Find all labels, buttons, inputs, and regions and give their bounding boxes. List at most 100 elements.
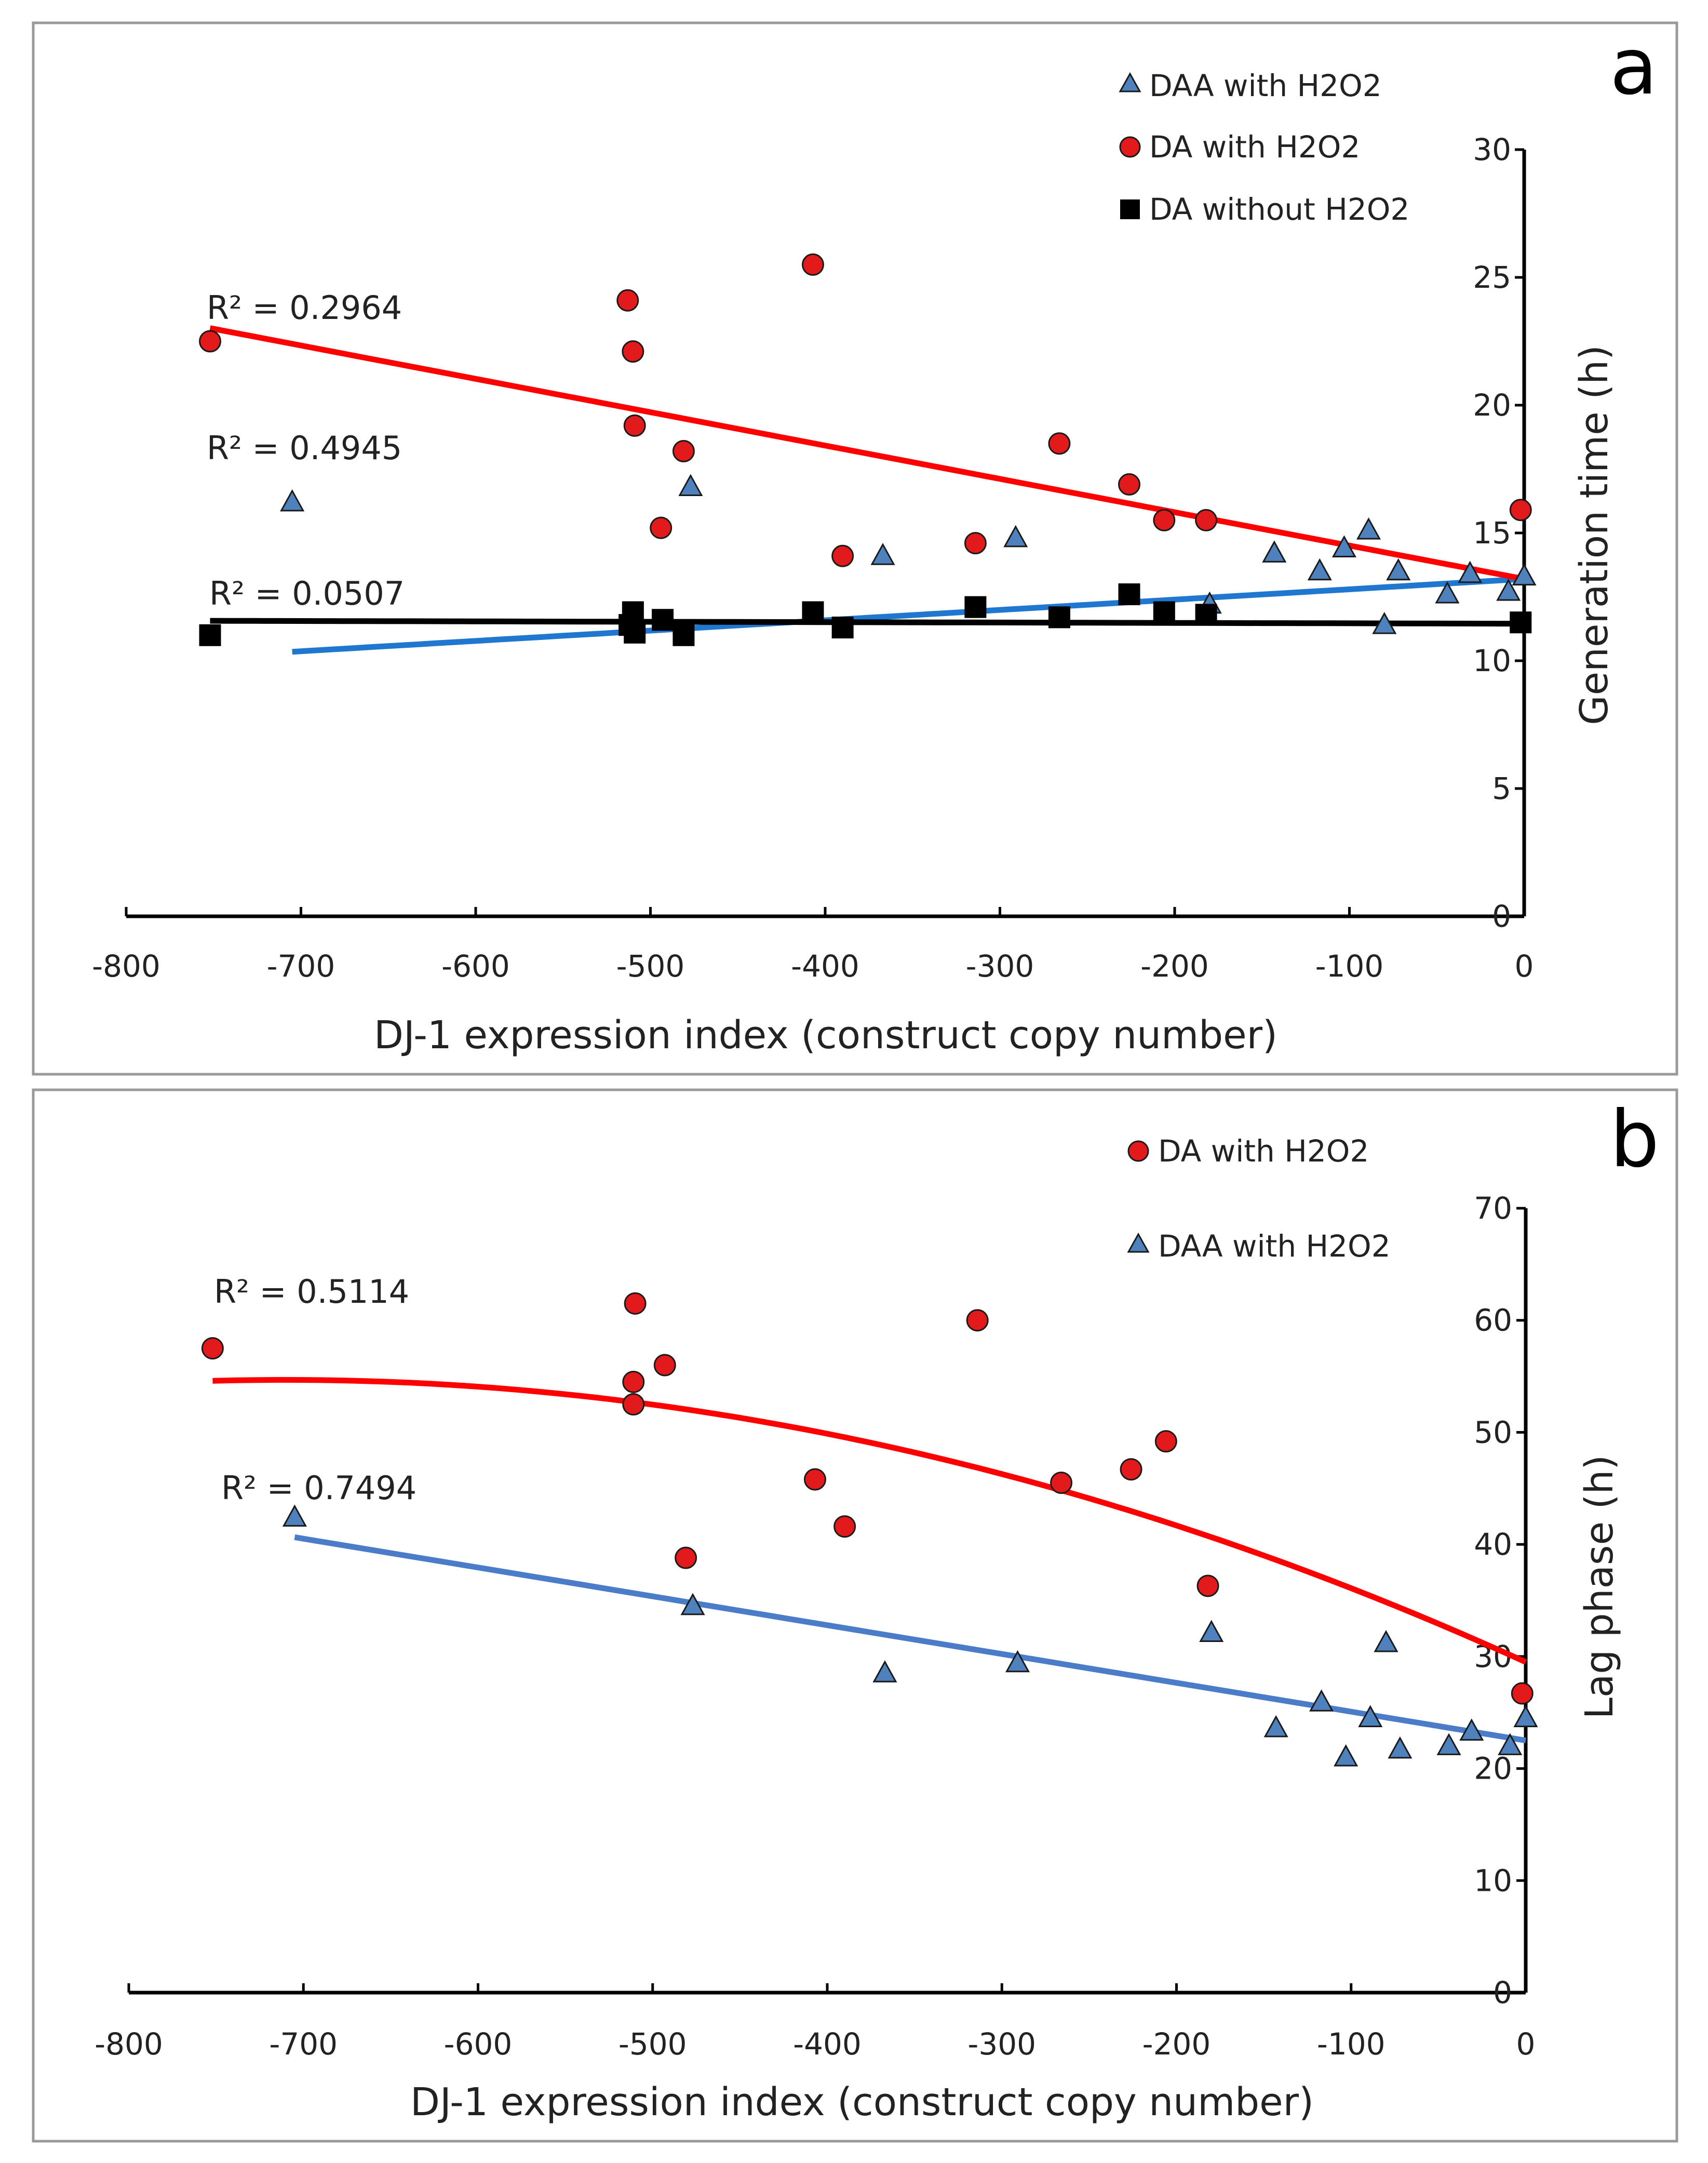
panel-b-y-tick-label: 40 — [1474, 1527, 1512, 1562]
panel-a-point-da — [623, 414, 646, 437]
panel-b-point-da — [1154, 1430, 1177, 1453]
panel-b-frame — [32, 1088, 1678, 2143]
panel-a-x-tick-label: 0 — [1515, 949, 1534, 984]
panel-a-point-da — [801, 253, 824, 276]
panel-b-r2-da: R² = 0.5114 — [214, 1273, 409, 1311]
panel-b-y-tick-label: 10 — [1474, 1863, 1512, 1898]
panel-a-x-tick-label: -700 — [267, 949, 335, 984]
panel-a-r2-da: R² = 0.2964 — [207, 289, 402, 327]
panel-b-y-tick-label: 50 — [1474, 1414, 1512, 1450]
panel-b-letter: b — [1610, 1094, 1659, 1185]
panel-b-y-axis-title: Lag phase (h) — [1577, 1455, 1622, 1719]
panel-a-legend-da-label: DA with H2O2 — [1149, 129, 1360, 165]
panel-a-y-tick-label: 30 — [1473, 132, 1511, 167]
panel-b-legend-daa-label: DAA with H2O2 — [1158, 1229, 1391, 1264]
panel-a-y-tick-label: 5 — [1492, 771, 1511, 806]
panel-b-point-da — [803, 1468, 826, 1491]
panel-b-point-da — [622, 1370, 645, 1393]
panel-a-plot: -800 -700 -600 -500 -400 -300 -200 -100 0 0 5 10 15… — [92, 68, 1617, 1058]
panel-b-legend-da-label: DA with H2O2 — [1158, 1133, 1369, 1169]
panel-b-point-daa — [872, 1660, 897, 1683]
panel-a-point-da — [1509, 499, 1532, 522]
panel-b-y-tick-label: 60 — [1474, 1303, 1512, 1338]
panel-a-y-tick-label: 25 — [1473, 260, 1511, 295]
panel-b-point-da — [966, 1309, 989, 1332]
panel-a-point-dawo — [1118, 583, 1140, 606]
panel-a-letter: a — [1610, 22, 1658, 112]
panel-b-point-da — [833, 1515, 856, 1538]
panel-b-point-daa — [680, 1593, 705, 1615]
panel-b-point-daa — [1358, 1705, 1383, 1727]
panel-a-point-da — [1118, 473, 1141, 496]
panel-b-legend-da-marker — [1127, 1140, 1149, 1162]
panel-a-point-dawo — [1510, 611, 1532, 634]
panel-b-point-daa — [1334, 1744, 1359, 1767]
panel-a-point-dawo — [964, 596, 987, 618]
panel-b-point-daa — [1263, 1715, 1288, 1738]
panel-a-legend: DAA with H2O2 DA with H2O2 DA without H2… — [1119, 68, 1409, 227]
panel-b-point-daa — [1498, 1733, 1523, 1755]
panel-a-x-tick-label: -100 — [1315, 949, 1384, 984]
panel-a-point-da — [650, 516, 673, 539]
panel-a-point-da — [616, 289, 639, 312]
panel-a-point-dawo — [622, 601, 644, 623]
panel-b-x-axis-title: DJ-1 expression index (construct copy nu… — [410, 2080, 1314, 2125]
panel-a-point-daa — [1003, 525, 1028, 548]
panel-a-legend-dawo-marker — [1120, 199, 1140, 219]
panel-a-point-dawo — [199, 624, 221, 646]
panel-b-y-tick-label: 0 — [1493, 1975, 1512, 2010]
panel-a-point-da — [622, 340, 644, 363]
panel-b-point-daa — [1374, 1630, 1398, 1652]
panel-a-legend-da-marker — [1119, 136, 1141, 158]
panel-a-point-dawo — [624, 621, 646, 644]
panel-b-point-da — [1120, 1458, 1142, 1481]
panel-a-point-daa — [1372, 612, 1397, 634]
panel-a-x-tick-label: -600 — [441, 949, 510, 984]
panel-a-point-dawo — [652, 609, 674, 631]
panel-b-legend-daa-marker — [1127, 1232, 1150, 1253]
panel-b-legend: DA with H2O2 DAA with H2O2 — [1127, 1133, 1391, 1264]
panel-a-legend-daa-marker — [1119, 72, 1141, 92]
panel-b-point-da — [201, 1337, 224, 1360]
panel-a-point-dawo — [1195, 604, 1217, 626]
panel-a-point-daa — [1307, 558, 1332, 581]
panel-a-legend-daa-label: DAA with H2O2 — [1149, 68, 1382, 103]
panel-a-point-daa — [1496, 579, 1521, 601]
panel-a-x-tick-label: -300 — [966, 949, 1034, 984]
panel-a-y-tick-label: 10 — [1473, 643, 1511, 678]
panel-a-point-dawo — [802, 601, 824, 623]
panel-a-point-da — [1153, 509, 1176, 531]
panel-a-point-dawo — [1048, 606, 1070, 629]
panel-b-x-tick-label: -700 — [269, 2026, 338, 2062]
panel-a-point-daa — [1262, 540, 1287, 563]
panel-b-point-da — [675, 1546, 697, 1569]
panel-a-point-dawo — [831, 617, 854, 639]
panel-a-point-daa — [1356, 517, 1381, 540]
panel-b-trendline-da — [212, 1377, 1527, 1665]
panel-a-point-daa — [1512, 563, 1537, 586]
panel-b-plot: -800 -700 -600 -500 -400 -300 -200 -100 0 010203… — [95, 1133, 1622, 2125]
panel-a-point-da — [1048, 432, 1071, 455]
panel-b-x-tick-label: -500 — [618, 2026, 687, 2062]
panel-a-x-axis-title: DJ-1 expression index (construct copy nu… — [374, 1013, 1277, 1058]
panel-b-x-tick-label: 0 — [1516, 2026, 1536, 2062]
panel-b-point-daa — [1388, 1736, 1413, 1759]
panel-a-point-daa — [1332, 535, 1356, 558]
panel-a-point-daa — [1435, 581, 1460, 604]
panel-a-y-tick-label: 0 — [1492, 899, 1511, 934]
panel-a-point-daa — [870, 543, 895, 565]
panel-a-x-tick-label: -800 — [92, 949, 160, 984]
panel-b-point-daa — [1199, 1620, 1224, 1643]
panel-b-r2-daa: R² = 0.7494 — [221, 1469, 416, 1507]
panel-a-y-axis-title: Generation time (h) — [1572, 345, 1617, 725]
panel-a-point-dawo — [673, 624, 695, 646]
panel-a-point-daa — [1386, 558, 1411, 581]
panel-b-point-da — [622, 1393, 645, 1416]
panel-a-point-dawo — [1153, 601, 1175, 623]
panel-a-point-da — [199, 330, 222, 353]
panel-b-point-daa — [1459, 1718, 1484, 1741]
panel-b-x-tick-label: -300 — [967, 2026, 1036, 2062]
panel-b-point-da — [653, 1354, 676, 1377]
panel-a-trendline-daa — [292, 576, 1525, 655]
